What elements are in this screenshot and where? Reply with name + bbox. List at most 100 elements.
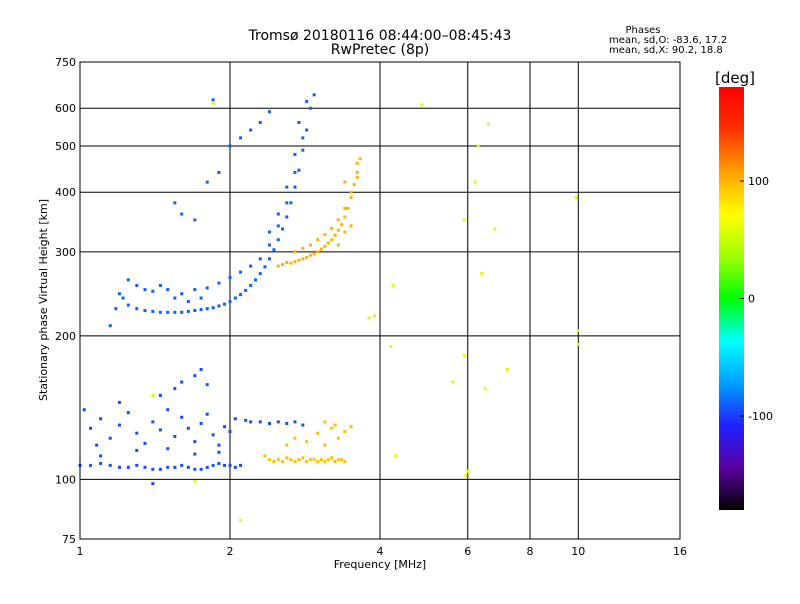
data-point xyxy=(293,460,297,464)
data-point xyxy=(173,310,177,314)
data-point xyxy=(276,238,280,242)
data-point xyxy=(117,292,121,296)
data-point xyxy=(330,238,334,242)
data-point xyxy=(308,243,312,247)
data-point xyxy=(319,247,323,251)
y-axis-label: Stationary phase Virtual Height [km] xyxy=(37,199,50,401)
data-point xyxy=(99,461,103,465)
data-point xyxy=(244,418,248,422)
data-point xyxy=(158,428,162,432)
data-point xyxy=(285,456,289,460)
data-point xyxy=(462,218,466,222)
data-point xyxy=(326,458,330,462)
data-point xyxy=(193,374,197,378)
data-point xyxy=(258,257,262,261)
data-point xyxy=(211,306,215,310)
data-point xyxy=(193,308,197,312)
data-point xyxy=(340,458,344,462)
data-point xyxy=(289,458,293,462)
data-point xyxy=(211,101,215,105)
data-point xyxy=(340,223,344,227)
data-point xyxy=(301,136,305,140)
data-point xyxy=(349,190,353,194)
data-point xyxy=(336,218,340,222)
data-point xyxy=(158,283,162,287)
data-point xyxy=(343,460,347,464)
y-tick-label: 500 xyxy=(55,140,76,153)
data-point xyxy=(312,252,316,256)
data-point xyxy=(326,241,330,245)
x-tick-labels: 1 2 4 6 8 10 16 xyxy=(77,545,688,558)
grid-lines xyxy=(80,62,680,539)
data-point xyxy=(466,469,470,473)
data-point xyxy=(249,283,253,287)
data-point xyxy=(143,441,147,445)
data-point xyxy=(205,383,209,387)
data-point xyxy=(343,230,347,234)
data-point xyxy=(305,460,309,464)
data-point xyxy=(217,170,221,174)
data-point xyxy=(367,316,371,320)
data-point xyxy=(330,456,334,460)
data-point xyxy=(336,458,340,462)
data-point xyxy=(316,431,320,435)
data-point xyxy=(166,310,170,314)
data-point xyxy=(228,144,232,148)
data-point xyxy=(166,465,170,469)
data-point xyxy=(151,289,155,293)
data-point xyxy=(126,411,130,415)
data-point xyxy=(336,243,340,247)
data-point xyxy=(151,393,155,397)
data-point xyxy=(199,421,203,425)
x-tick-label: 2 xyxy=(227,545,234,558)
chart-title: Tromsø 20180116 08:44:00–08:45:43 xyxy=(248,28,512,44)
data-point xyxy=(217,450,221,454)
data-point xyxy=(576,329,580,333)
data-point xyxy=(267,243,271,247)
data-point xyxy=(293,152,297,156)
y-tick-label: 300 xyxy=(55,246,76,259)
data-point xyxy=(276,458,280,462)
data-point xyxy=(143,465,147,469)
y-tick-label: 750 xyxy=(55,56,76,69)
data-point xyxy=(89,463,93,467)
data-point xyxy=(249,264,253,268)
data-point xyxy=(205,180,209,184)
colorbar-tick-label: 0 xyxy=(748,293,755,306)
data-point xyxy=(114,307,118,311)
data-point xyxy=(180,380,184,384)
data-point xyxy=(180,292,184,296)
data-point xyxy=(281,227,285,231)
data-point xyxy=(336,228,340,232)
data-point xyxy=(205,465,209,469)
data-point xyxy=(158,393,162,397)
data-point xyxy=(193,479,197,483)
data-point xyxy=(108,463,112,467)
data-point xyxy=(293,170,297,174)
data-point xyxy=(267,230,271,234)
data-point xyxy=(493,227,497,231)
data-point xyxy=(297,121,301,125)
data-point xyxy=(186,465,190,469)
data-point xyxy=(173,201,177,205)
data-point xyxy=(301,456,305,460)
phase-info-o: mean, sd,O: -83.6, 17.2 xyxy=(609,35,727,46)
data-point xyxy=(333,460,337,464)
data-point xyxy=(316,238,320,242)
plot-frame xyxy=(79,61,681,540)
data-points xyxy=(78,93,580,523)
data-point xyxy=(95,443,99,447)
data-point xyxy=(285,201,289,205)
data-point xyxy=(211,433,215,437)
data-point xyxy=(330,226,334,230)
data-point xyxy=(211,98,215,102)
data-point xyxy=(126,278,130,282)
data-point xyxy=(258,272,262,276)
data-point xyxy=(173,465,177,469)
data-point xyxy=(180,212,184,216)
y-tick-label: 200 xyxy=(55,330,76,343)
data-point xyxy=(343,180,347,184)
data-point xyxy=(276,264,280,268)
